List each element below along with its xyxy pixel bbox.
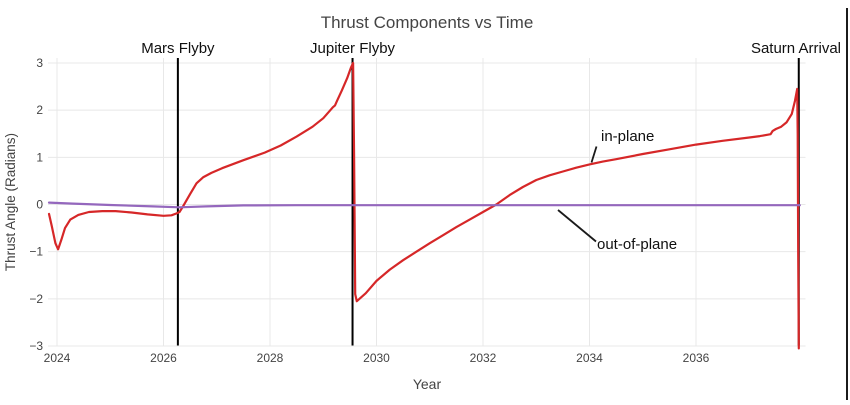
x-axis-title: Year	[412, 376, 442, 392]
chart-title: Thrust Components vs Time	[320, 13, 534, 32]
annotation-arrow-in-plane	[590, 146, 598, 163]
window-edge-line	[845, 8, 848, 400]
annotation-in-plane: in-plane	[601, 128, 654, 145]
event-label-saturn-arrival: Saturn Arrival	[751, 40, 841, 57]
event-label-jupiter-flyby: Jupiter Flyby	[310, 40, 396, 57]
x-tick-label: 2028	[257, 351, 284, 365]
x-tick-label: 2034	[576, 351, 603, 365]
annotation-out-of-plane: out-of-plane	[597, 236, 677, 253]
series-line-out-of-plane	[47, 201, 801, 209]
plot-area[interactable]	[48, 58, 806, 346]
x-tick-label: 2026	[150, 351, 177, 365]
series-line-in-plane	[47, 61, 800, 350]
y-tick-label: 0	[36, 198, 43, 212]
y-tick-label: 3	[36, 56, 43, 70]
y-axis-title: Thrust Angle (Radians)	[2, 132, 18, 272]
y-tick-label: −3	[29, 339, 43, 353]
y-tick-label: −1	[29, 245, 43, 259]
annotation-arrow-out-of-plane	[557, 209, 597, 243]
x-tick-label: 2024	[44, 351, 71, 365]
x-tick-label: 2036	[683, 351, 710, 365]
x-tick-label: 2030	[363, 351, 390, 365]
x-tick-label: 2032	[470, 351, 497, 365]
y-tick-label: −2	[29, 292, 43, 306]
y-tick-label: 1	[36, 150, 43, 164]
y-tick-label: 2	[36, 103, 43, 117]
y-axis-title-wrap: Thrust Angle (Radians)	[1, 58, 19, 346]
event-label-mars-flyby: Mars Flyby	[141, 40, 215, 57]
